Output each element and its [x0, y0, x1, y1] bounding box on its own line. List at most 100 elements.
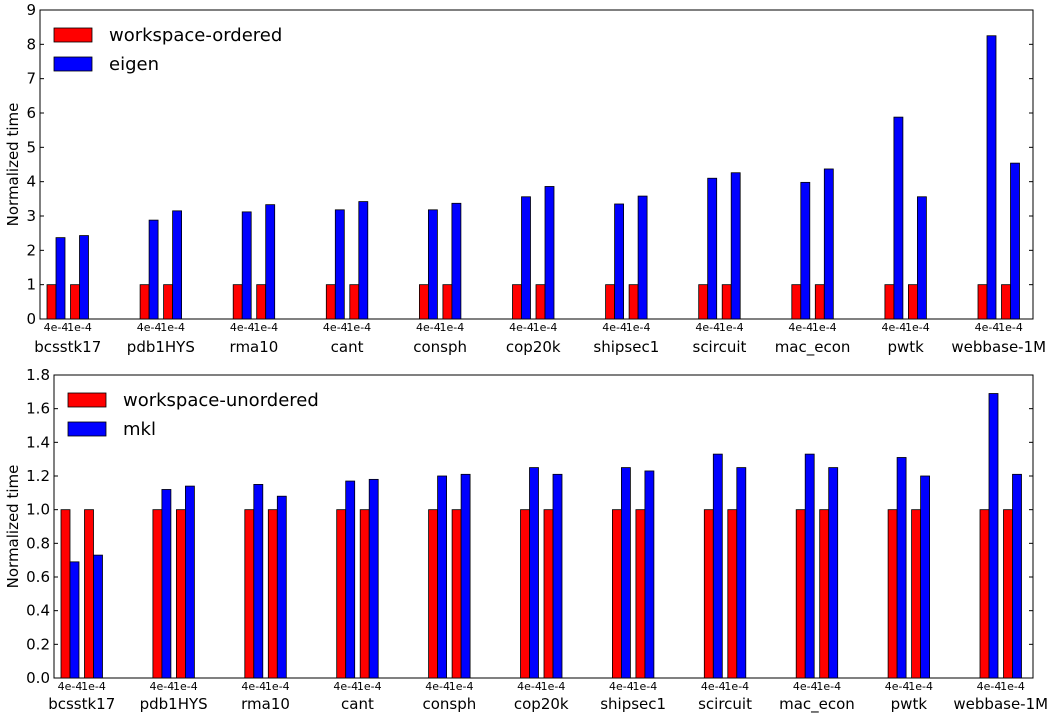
bar-workspace-unordered-pdb1HYS-1e-4 — [175, 509, 186, 679]
plot-frame — [39, 9, 1034, 320]
y-tick-label: 1.4 — [26, 433, 50, 451]
y-tick-label: 7 — [26, 70, 36, 88]
x-subtick-label: 1e-4 — [541, 680, 566, 693]
bar-eigen-consph-1e-4 — [451, 202, 462, 320]
y-tick-label: 9 — [26, 1, 36, 19]
bar-workspace-unordered-cant-4e-4 — [336, 509, 347, 679]
bar-workspace-unordered-cop20k-4e-4 — [520, 509, 530, 679]
bar-eigen-pwtk-4e-4 — [893, 116, 904, 320]
x-group-label-shipsec1: shipsec1 — [600, 695, 666, 713]
legend-label-workspace-unordered: workspace-unordered — [123, 390, 319, 411]
legend-label-workspace-ordered: workspace-ordered — [109, 25, 282, 46]
y-tick-label: 1.6 — [26, 400, 50, 418]
y-tick-label: 1.0 — [26, 501, 50, 519]
bar-eigen-scircuit-4e-4 — [707, 177, 718, 320]
x-subtick-label: 1e-4 — [533, 321, 558, 334]
bar-workspace-unordered-cop20k-1e-4 — [543, 509, 554, 679]
bar-workspace-unordered-pdb1HYS-4e-4 — [152, 509, 163, 679]
bar-mkl-scircuit-4e-4 — [712, 453, 723, 679]
bar-workspace-unordered-rma10-1e-4 — [267, 509, 278, 679]
plot-frame — [53, 374, 1034, 679]
bar-mkl-cant-1e-4 — [368, 478, 379, 679]
bar-workspace-ordered-pdb1HYS-1e-4 — [163, 284, 174, 320]
x-subtick-label: 4e-4 — [425, 680, 450, 693]
y-tick-label: 0.6 — [26, 568, 50, 586]
x-group-label-cop20k: cop20k — [514, 695, 569, 713]
x-subtick-label: 4e-4 — [602, 321, 627, 334]
legend-swatch-workspace-unordered — [67, 392, 107, 408]
y-tick-label: 0.8 — [26, 534, 50, 552]
y-tick-label: 0.4 — [26, 602, 50, 620]
x-group-label-webbase-1M: webbase-1M — [953, 695, 1048, 713]
bar-workspace-unordered-pwtk-1e-4 — [911, 509, 921, 679]
x-group-label-mac_econ: mac_econ — [775, 338, 851, 357]
x-subtick-label: 4e-4 — [885, 680, 910, 693]
x-subtick-label: 1e-4 — [816, 680, 841, 693]
x-subtick-label: 1e-4 — [81, 680, 106, 693]
bar-eigen-pwtk-1e-4 — [917, 196, 927, 320]
bar-mkl-bcsstk17-4e-4 — [69, 561, 80, 679]
x-group-label-pwtk: pwtk — [891, 695, 928, 713]
x-group-label-cop20k: cop20k — [506, 338, 561, 356]
x-subtick-label: 1e-4 — [449, 680, 474, 693]
y-tick-label: 8 — [26, 35, 36, 53]
bar-mkl-shipsec1-1e-4 — [644, 470, 655, 679]
x-subtick-label: 1e-4 — [253, 321, 278, 334]
bar-eigen-webbase-1M-1e-4 — [1010, 162, 1020, 320]
x-group-label-rma10: rma10 — [230, 338, 279, 356]
x-subtick-label: 4e-4 — [509, 321, 534, 334]
y-tick-label: 3 — [26, 207, 36, 225]
y-axis-label: Normalized time — [4, 103, 22, 227]
legend-label-mkl: mkl — [123, 419, 156, 440]
bar-workspace-ordered-mac_econ-1e-4 — [814, 284, 825, 320]
x-subtick-label: 1e-4 — [812, 321, 837, 334]
x-group-label-shipsec1: shipsec1 — [593, 338, 659, 356]
bar-workspace-unordered-webbase-1M-1e-4 — [1003, 509, 1013, 679]
x-subtick-label: 1e-4 — [626, 321, 651, 334]
bar-eigen-mac_econ-1e-4 — [823, 168, 834, 320]
bar-workspace-unordered-mac_econ-1e-4 — [819, 509, 830, 679]
x-group-label-bcsstk17: bcsstk17 — [48, 695, 115, 713]
bar-workspace-ordered-pdb1HYS-4e-4 — [139, 284, 150, 320]
bar-mkl-consph-1e-4 — [460, 473, 471, 679]
bar-eigen-cop20k-1e-4 — [544, 186, 555, 320]
y-tick-label: 4 — [26, 173, 36, 191]
bar-workspace-unordered-webbase-1M-4e-4 — [979, 509, 990, 679]
legend-swatch-mkl — [67, 421, 107, 437]
bar-workspace-unordered-bcsstk17-4e-4 — [60, 509, 71, 679]
bar-eigen-mac_econ-4e-4 — [800, 181, 811, 320]
bar-workspace-unordered-scircuit-1e-4 — [727, 509, 738, 679]
bar-mkl-shipsec1-4e-4 — [621, 467, 631, 679]
x-group-label-webbase-1M: webbase-1M — [951, 338, 1046, 356]
bar-workspace-ordered-consph-1e-4 — [442, 284, 453, 320]
bar-eigen-pdb1HYS-1e-4 — [172, 210, 183, 320]
bar-workspace-unordered-pwtk-4e-4 — [887, 509, 898, 679]
bar-mkl-pwtk-1e-4 — [920, 475, 930, 679]
bar-workspace-ordered-cop20k-1e-4 — [535, 284, 546, 320]
x-subtick-label: 4e-4 — [230, 321, 255, 334]
x-subtick-label: 1e-4 — [440, 321, 465, 334]
bar-workspace-ordered-rma10-1e-4 — [256, 284, 267, 320]
bar-workspace-unordered-scircuit-4e-4 — [703, 509, 714, 679]
bar-workspace-ordered-cop20k-4e-4 — [512, 284, 522, 320]
bar-eigen-rma10-4e-4 — [241, 211, 252, 320]
x-group-label-pdb1HYS: pdb1HYS — [127, 338, 195, 356]
bar-mkl-mac_econ-1e-4 — [828, 467, 839, 679]
x-subtick-label: 4e-4 — [882, 321, 907, 334]
x-subtick-label: 1e-4 — [908, 680, 933, 693]
bar-workspace-ordered-scircuit-4e-4 — [698, 284, 709, 320]
x-group-label-scircuit: scircuit — [693, 338, 747, 356]
bar-workspace-unordered-shipsec1-4e-4 — [612, 509, 622, 679]
bar-workspace-unordered-consph-1e-4 — [451, 509, 462, 679]
x-subtick-label: 1e-4 — [719, 321, 744, 334]
bar-workspace-ordered-pwtk-1e-4 — [908, 284, 918, 320]
bar-workspace-ordered-bcsstk17-4e-4 — [46, 284, 57, 320]
x-subtick-label: 4e-4 — [150, 680, 175, 693]
x-subtick-label: 1e-4 — [346, 321, 371, 334]
y-tick-label: 6 — [26, 104, 36, 122]
bar-workspace-unordered-bcsstk17-1e-4 — [84, 509, 94, 679]
bar-workspace-ordered-scircuit-1e-4 — [721, 284, 732, 320]
x-subtick-label: 1e-4 — [1000, 680, 1025, 693]
x-subtick-label: 4e-4 — [241, 680, 266, 693]
